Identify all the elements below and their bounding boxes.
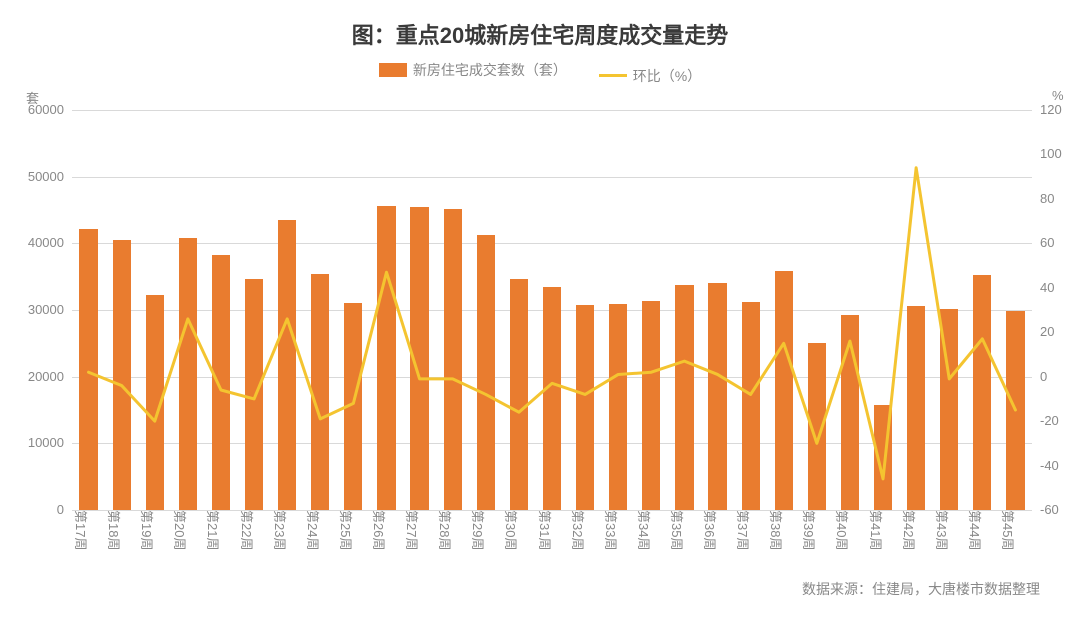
y-right-tick: 100 bbox=[1040, 146, 1080, 161]
y-right-tick: 120 bbox=[1040, 102, 1080, 117]
y-right-tick: 0 bbox=[1040, 369, 1080, 384]
x-tick: 第45周 bbox=[999, 510, 1022, 550]
x-tick: 第17周 bbox=[72, 510, 95, 550]
x-tick: 第40周 bbox=[833, 510, 856, 550]
x-tick: 第36周 bbox=[701, 510, 724, 550]
y-right-tick: 40 bbox=[1040, 280, 1080, 295]
x-tick: 第26周 bbox=[370, 510, 393, 550]
x-tick: 第43周 bbox=[933, 510, 956, 550]
y-right-tick: -60 bbox=[1040, 502, 1080, 517]
line-path bbox=[89, 168, 1016, 479]
x-tick: 第31周 bbox=[536, 510, 559, 550]
x-tick: 第27周 bbox=[403, 510, 426, 550]
x-tick: 第28周 bbox=[436, 510, 459, 550]
y-right-tick: 20 bbox=[1040, 324, 1080, 339]
legend: 新房住宅成交套数（套） 环比（%） bbox=[0, 60, 1080, 86]
line-series bbox=[72, 110, 1032, 510]
x-tick: 第25周 bbox=[337, 510, 360, 550]
chart-title: 图：重点20城新房住宅周度成交量走势 bbox=[0, 18, 1080, 50]
x-tick: 第29周 bbox=[469, 510, 492, 550]
x-tick: 第22周 bbox=[238, 510, 261, 550]
y-right-tick: -20 bbox=[1040, 413, 1080, 428]
legend-item-line: 环比（%） bbox=[599, 66, 701, 86]
y-left-tick: 0 bbox=[4, 502, 64, 517]
y-left-tick: 30000 bbox=[4, 302, 64, 317]
x-tick: 第38周 bbox=[767, 510, 790, 550]
x-tick: 第32周 bbox=[569, 510, 592, 550]
y-left-tick: 40000 bbox=[4, 235, 64, 250]
x-tick: 第39周 bbox=[800, 510, 823, 550]
y-right-tick: -40 bbox=[1040, 458, 1080, 473]
y-left-tick: 20000 bbox=[4, 369, 64, 384]
plot-area: 0100002000030000400005000060000 -60-40-2… bbox=[72, 110, 1032, 510]
x-tick: 第21周 bbox=[204, 510, 227, 550]
legend-item-bar: 新房住宅成交套数（套） bbox=[379, 60, 567, 80]
y-left-tick: 10000 bbox=[4, 435, 64, 450]
x-tick: 第33周 bbox=[602, 510, 625, 550]
x-tick: 第42周 bbox=[900, 510, 923, 550]
legend-label-bar: 新房住宅成交套数（套） bbox=[413, 60, 567, 80]
chart-container: 图：重点20城新房住宅周度成交量走势 新房住宅成交套数（套） 环比（%） 套 %… bbox=[0, 0, 1080, 617]
x-tick: 第24周 bbox=[304, 510, 327, 550]
legend-swatch-line bbox=[599, 74, 627, 77]
x-tick: 第34周 bbox=[635, 510, 658, 550]
y-left-tick: 50000 bbox=[4, 169, 64, 184]
x-tick: 第35周 bbox=[668, 510, 691, 550]
data-source-note: 数据来源：住建局，大唐楼市数据整理 bbox=[802, 579, 1040, 599]
y-right-tick: 60 bbox=[1040, 235, 1080, 250]
legend-swatch-bar bbox=[379, 63, 407, 77]
x-tick: 第37周 bbox=[734, 510, 757, 550]
y-right-tick: 80 bbox=[1040, 191, 1080, 206]
y-right-unit: % bbox=[1052, 88, 1064, 103]
x-tick: 第20周 bbox=[171, 510, 194, 550]
legend-label-line: 环比（%） bbox=[633, 66, 701, 86]
y-left-tick: 60000 bbox=[4, 102, 64, 117]
x-tick: 第23周 bbox=[271, 510, 294, 550]
x-tick: 第19周 bbox=[138, 510, 161, 550]
x-tick: 第41周 bbox=[867, 510, 890, 550]
x-tick: 第44周 bbox=[966, 510, 989, 550]
x-tick: 第18周 bbox=[105, 510, 128, 550]
x-tick: 第30周 bbox=[502, 510, 525, 550]
